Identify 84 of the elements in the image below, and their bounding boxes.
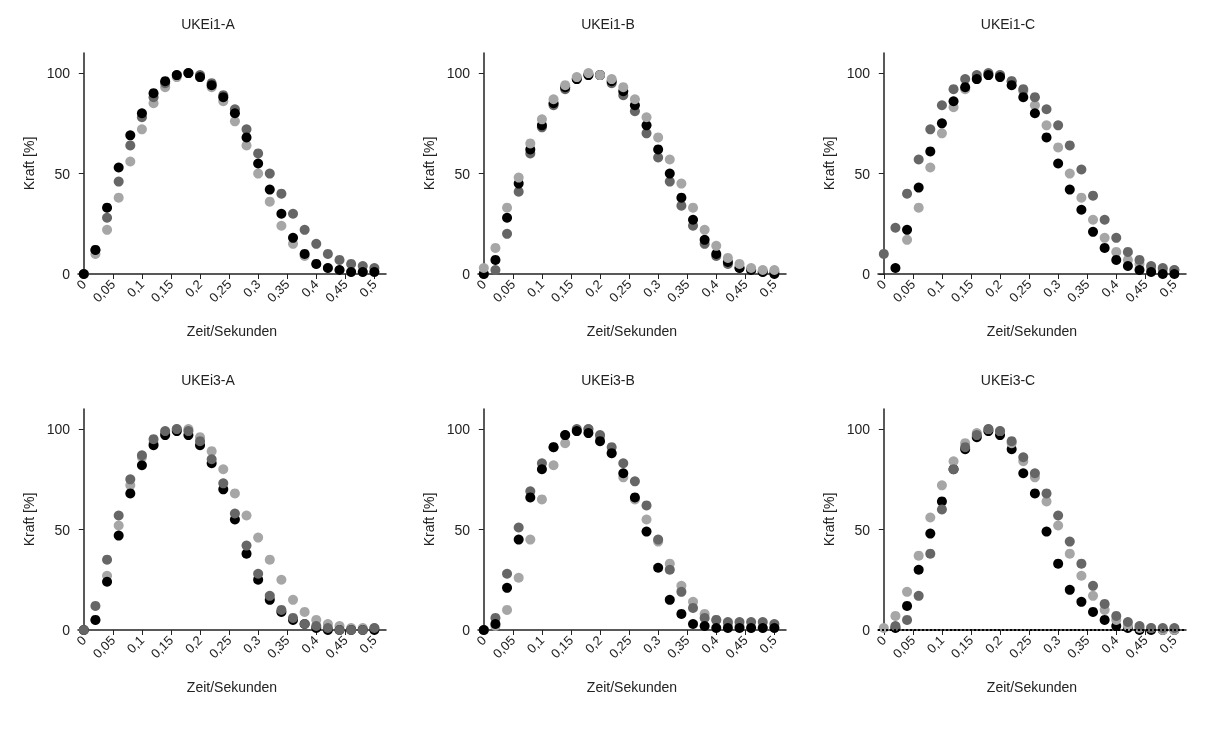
- y-tick-label: 0: [862, 622, 871, 638]
- x-tick-label: 0,3: [240, 276, 264, 301]
- x-tick-label: 0: [473, 632, 490, 649]
- x-tick-label: 0,15: [947, 276, 977, 306]
- chart-title: UKEi1-B: [581, 16, 635, 32]
- x-tick-label: 0: [73, 276, 90, 293]
- chart-title: UKEi1-A: [181, 16, 236, 32]
- x-tick-label: 0,1: [923, 632, 948, 657]
- chart-title: UKEi3-A: [181, 372, 236, 388]
- x-axis-title: Zeit/Sekunden: [586, 679, 678, 695]
- x-tick-label: 0: [873, 276, 890, 293]
- chart-title: UKEi3-C: [980, 372, 1036, 388]
- x-tick-label: 0: [73, 632, 90, 649]
- y-axis-title: Kraft [%]: [820, 136, 837, 191]
- y-axis-title: Kraft [%]: [20, 136, 37, 191]
- x-tick-label: 0,4: [1098, 632, 1122, 657]
- x-tick-label: 0,2: [981, 632, 1006, 657]
- x-tick-label: 0,2: [581, 276, 606, 301]
- y-tick-label: 0: [62, 266, 71, 282]
- x-tick-label: 0,05: [489, 632, 519, 662]
- y-tick-label: 50: [54, 521, 71, 538]
- x-tick-label: 0,1: [123, 276, 148, 301]
- x-tick-label: 0,1: [123, 632, 148, 657]
- x-tick-label: 0,4: [298, 276, 322, 301]
- y-tick-label: 0: [462, 266, 471, 282]
- x-tick-label: 0: [473, 276, 490, 293]
- chart-title: UKEi1-C: [980, 16, 1036, 32]
- y-tick-label: 50: [854, 165, 871, 182]
- x-tick-label: 0,4: [1098, 276, 1122, 301]
- x-axis-title: Zeit/Sekunden: [586, 323, 678, 339]
- y-tick-label: 0: [62, 622, 71, 638]
- x-tick-label: 0,05: [89, 276, 119, 306]
- x-tick-label: 0,1: [923, 276, 948, 301]
- x-tick-label: 0,2: [181, 276, 206, 301]
- x-tick-label: 0,3: [1040, 276, 1064, 301]
- x-tick-label: 0,4: [298, 632, 322, 657]
- x-tick-label: 0,15: [547, 632, 577, 662]
- y-tick-label: 0: [862, 266, 871, 282]
- y-tick-label: 50: [54, 165, 71, 182]
- x-tick-label: 0,1: [523, 632, 548, 657]
- x-tick-label: 0,05: [89, 632, 119, 662]
- y-tick-label: 100: [46, 65, 71, 82]
- chart-title: UKEi3-B: [581, 372, 635, 388]
- x-tick-label: 0,2: [581, 632, 606, 657]
- x-axis-title: Zeit/Sekunden: [986, 679, 1078, 695]
- y-tick-label: 100: [846, 421, 871, 438]
- y-tick-label: 100: [446, 421, 471, 438]
- x-tick-label: 0,2: [981, 276, 1006, 301]
- x-tick-label: 0,5: [1156, 632, 1180, 657]
- y-axis-title: Kraft [%]: [420, 136, 437, 191]
- y-tick-label: 100: [46, 421, 71, 438]
- x-tick-label: 0,15: [147, 632, 177, 662]
- x-axis-title: Zeit/Sekunden: [186, 679, 278, 695]
- x-tick-label: 0,05: [889, 276, 919, 306]
- x-tick-label: 0,5: [1156, 276, 1180, 301]
- x-tick-label: 0,15: [947, 632, 977, 662]
- x-tick-label: 0: [873, 632, 890, 649]
- x-tick-label: 0,3: [1040, 632, 1064, 657]
- y-axis-title: Kraft [%]: [20, 492, 37, 547]
- y-tick-label: 100: [446, 65, 471, 82]
- y-tick-label: 50: [454, 165, 471, 182]
- x-tick-label: 0,3: [640, 632, 664, 657]
- x-tick-label: 0,05: [489, 276, 519, 306]
- y-axis-title: Kraft [%]: [820, 492, 837, 547]
- x-axis-title: Zeit/Sekunden: [186, 323, 278, 339]
- y-tick-label: 50: [454, 521, 471, 538]
- x-axis-title: Zeit/Sekunden: [986, 323, 1078, 339]
- x-tick-label: 0,15: [547, 276, 577, 306]
- x-tick-label: 0,2: [181, 632, 206, 657]
- x-tick-label: 0,05: [889, 632, 919, 662]
- x-tick-label: 0,5: [756, 632, 780, 657]
- x-tick-label: 0,3: [240, 632, 264, 657]
- y-tick-label: 100: [846, 65, 871, 82]
- x-tick-label: 0,15: [147, 276, 177, 306]
- x-tick-label: 0,1: [523, 276, 548, 301]
- x-tick-label: 0,5: [356, 632, 380, 657]
- x-tick-label: 0,3: [640, 276, 664, 301]
- x-tick-label: 0,5: [756, 276, 780, 301]
- y-tick-label: 0: [462, 622, 471, 638]
- y-tick-label: 50: [854, 521, 871, 538]
- x-tick-label: 0,4: [698, 276, 722, 301]
- x-tick-label: 0,5: [356, 276, 380, 301]
- y-axis-title: Kraft [%]: [420, 492, 437, 547]
- x-tick-label: 0,4: [698, 632, 722, 657]
